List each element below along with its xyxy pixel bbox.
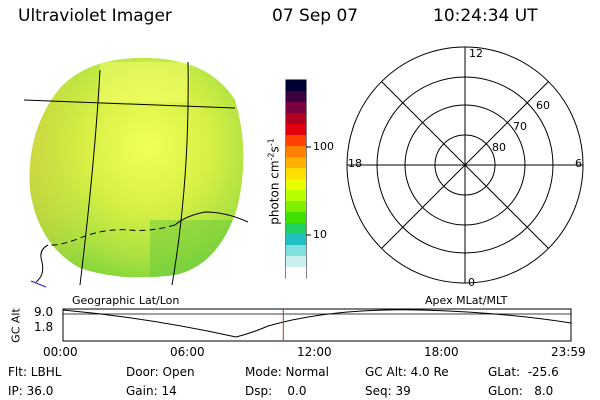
colorbar-tick-100: 100 xyxy=(313,140,334,153)
date-label: 07 Sep 07 xyxy=(272,6,359,26)
colorbar xyxy=(285,79,311,279)
colorbar-swatch xyxy=(286,124,306,136)
mlt-label-0: 0 xyxy=(468,276,475,289)
colorbar-swatch xyxy=(286,157,306,169)
status-seq: Seq: 39 xyxy=(365,384,411,398)
status-door: Door: Open xyxy=(126,365,195,379)
colorbar-label-sup2: -1 xyxy=(266,138,276,147)
geographic-grid xyxy=(23,61,249,288)
colorbar-swatch xyxy=(286,113,306,125)
colorbar-swatch xyxy=(286,212,306,224)
status-gc-alt: GC Alt: 4.0 Re xyxy=(365,365,449,379)
colorbar-tick-10: 10 xyxy=(313,228,327,241)
colorbar-swatch xyxy=(286,256,306,268)
colorbar-label: photon cm-2s-1 xyxy=(267,132,282,232)
apex-caption: Apex MLat/MLT xyxy=(425,294,508,307)
status-ip: IP: 36.0 xyxy=(8,384,54,398)
status-dsp: Dsp: 0.0 xyxy=(245,384,307,398)
colorbar-swatch xyxy=(286,102,306,114)
polar-plot xyxy=(346,46,584,284)
timeline-xtick-12: 12:00 xyxy=(297,345,332,359)
colorbar-label-mid: s xyxy=(267,146,282,153)
earth-disc-image xyxy=(29,57,244,278)
colorbar-swatch xyxy=(286,245,306,257)
colorbar-swatch xyxy=(286,80,306,92)
colorbar-swatch xyxy=(286,135,306,147)
status-flt: Flt: LBHL xyxy=(8,365,62,379)
colorbar-swatch xyxy=(286,179,306,191)
altitude-curve xyxy=(62,309,572,338)
status-gain: Gain: 14 xyxy=(126,384,177,398)
colorbar-swatch xyxy=(286,190,306,202)
colorbar-swatch xyxy=(286,91,306,103)
lat-label-80: 80 xyxy=(492,141,506,154)
colorbar-swatch xyxy=(286,267,306,279)
colorbar-swatch xyxy=(286,201,306,213)
status-glon: GLon: 8.0 xyxy=(488,384,554,398)
status-mode: Mode: Normal xyxy=(245,365,329,379)
mlt-label-6: 6 xyxy=(575,157,582,170)
colorbar-swatch xyxy=(286,168,306,180)
geographic-caption: Geographic Lat/Lon xyxy=(72,294,180,307)
lat-label-70: 70 xyxy=(513,120,527,133)
mlt-label-18: 18 xyxy=(348,157,362,170)
lat-label-60: 60 xyxy=(536,99,550,112)
timeline-ytick-9: 9.0 xyxy=(34,305,54,319)
timeline-xtick-18: 18:00 xyxy=(424,345,459,359)
colorbar-label-sup1: -2 xyxy=(266,152,276,161)
timeline-ytick-1-8: 1.8 xyxy=(34,320,54,334)
timeline-ylabel: GC Alt xyxy=(9,308,23,343)
status-glat: GLat: -25.6 xyxy=(488,365,559,379)
colorbar-label-text: photon cm xyxy=(267,160,282,225)
timeline-xtick-2359: 23:59 xyxy=(551,345,586,359)
time-label: 10:24:34 UT xyxy=(433,6,538,26)
timeline-plot xyxy=(62,308,572,342)
app-title: Ultraviolet Imager xyxy=(18,6,172,26)
colorbar-swatch xyxy=(286,234,306,246)
timeline-xtick-00: 00:00 xyxy=(43,345,78,359)
colorbar-swatch xyxy=(286,146,306,158)
mlt-label-12: 12 xyxy=(469,47,483,60)
timeline-xtick-06: 06:00 xyxy=(170,345,205,359)
colorbar-swatch xyxy=(286,223,306,235)
